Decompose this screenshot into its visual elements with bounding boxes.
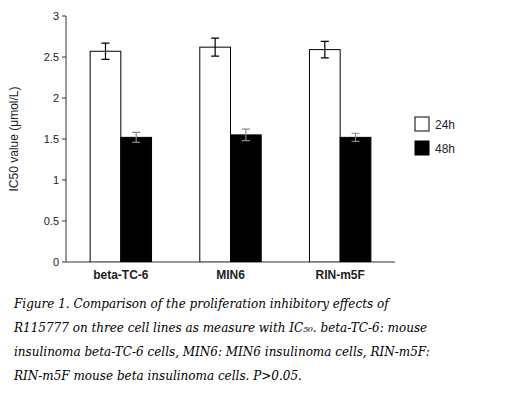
caption-line: insulinoma beta-TC-6 cells, MIN6: MIN6 i… xyxy=(14,345,430,359)
error-bar xyxy=(242,129,250,140)
error-bar xyxy=(352,133,360,141)
y-tick xyxy=(62,180,66,181)
error-bar xyxy=(132,132,140,142)
y-tick xyxy=(62,221,66,222)
bar xyxy=(340,137,371,262)
caption-line: R115777 on three cell lines as measure w… xyxy=(13,321,427,335)
y-tick-label: 2.5 xyxy=(44,51,59,63)
y-tick-label: 1.5 xyxy=(44,133,59,145)
y-tick-label: 2 xyxy=(53,92,59,104)
bar xyxy=(90,51,121,262)
y-tick xyxy=(62,57,66,58)
error-bar xyxy=(321,41,329,57)
caption-line: RIN-m5F mouse beta insulinoma cells. P>0… xyxy=(13,369,302,383)
x-tick-label: RIN-m5F xyxy=(315,268,364,282)
y-tick-label: 1 xyxy=(53,174,59,186)
y-tick-label: 0 xyxy=(53,256,59,268)
bar xyxy=(200,47,231,262)
x-tick-label: beta-TC-6 xyxy=(93,268,149,282)
y-tick-label: 3 xyxy=(53,10,59,22)
error-bar xyxy=(101,43,109,59)
bar xyxy=(231,135,262,262)
bar xyxy=(121,137,152,262)
legend-label: 48h xyxy=(435,142,455,156)
y-axis-label: IC50 value (μmol/L) xyxy=(7,87,21,192)
caption-line: Figure 1. Comparison of the proliferatio… xyxy=(13,297,391,311)
y-tick xyxy=(62,16,66,17)
y-tick xyxy=(62,139,66,140)
y-tick xyxy=(62,262,66,263)
chart: 0 0.5 1 1.5 2 2.5 3 IC50 value (μmol/L) beta-TC-… xyxy=(0,0,513,420)
legend-label: 24h xyxy=(435,118,455,132)
bars xyxy=(90,38,371,262)
x-tick-label: MIN6 xyxy=(216,268,245,282)
legend-swatch xyxy=(415,141,429,155)
bar xyxy=(309,50,340,262)
y-tick xyxy=(62,98,66,99)
y-tick-label: 0.5 xyxy=(44,215,59,227)
error-bar xyxy=(211,38,219,56)
legend-swatch xyxy=(415,117,429,131)
